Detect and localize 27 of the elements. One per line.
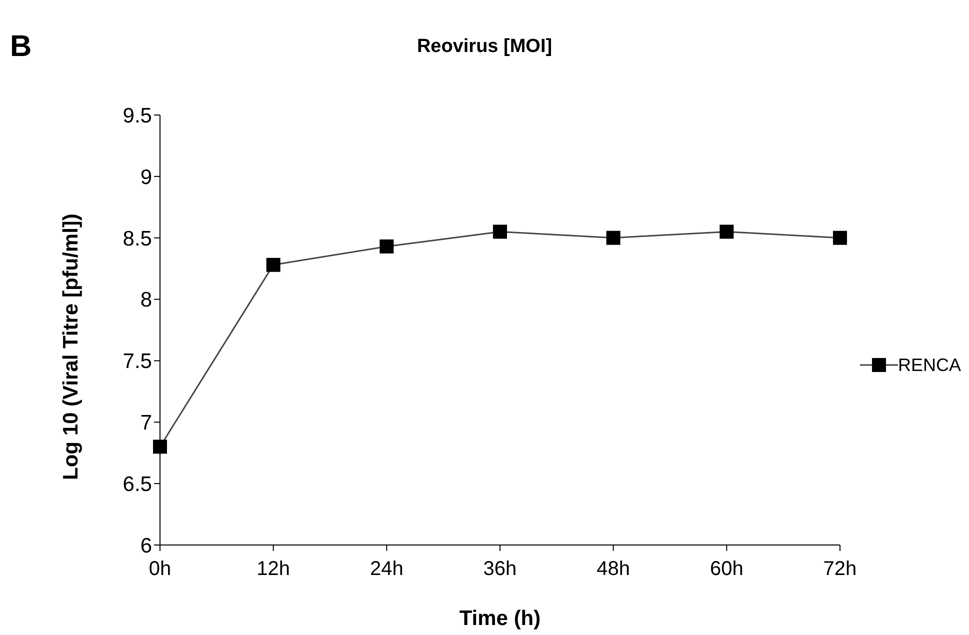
x-tick-label: 0h bbox=[148, 558, 172, 580]
y-tick-label: 8.5 bbox=[122, 227, 152, 250]
x-tick-label: 36h bbox=[483, 558, 517, 580]
point bbox=[492, 224, 507, 239]
point bbox=[153, 440, 167, 454]
y-tick-label: 7.5 bbox=[122, 350, 152, 374]
y-tick-label: 7 bbox=[140, 412, 152, 435]
point bbox=[832, 230, 847, 245]
point bbox=[720, 224, 734, 239]
point bbox=[606, 230, 620, 245]
x-tick-label: 24h bbox=[370, 558, 404, 580]
text: B bbox=[10, 30, 32, 64]
x-tick-label: 72h bbox=[823, 558, 857, 580]
x-axis-title: Time (h) bbox=[459, 607, 541, 630]
y-axis-title: Log 10 (Viral Titre [pfu/ml]) bbox=[59, 214, 82, 480]
x-tick-label: 48h bbox=[596, 558, 630, 580]
y-tick-label: 6 bbox=[140, 534, 152, 558]
y-tick-label: 9.5 bbox=[122, 104, 152, 128]
y-tick-label: 8 bbox=[140, 288, 152, 312]
chart-title: Reovirus [MOI] bbox=[416, 36, 552, 57]
point bbox=[380, 239, 394, 254]
point bbox=[266, 258, 280, 272]
y-tick-label: 9 bbox=[140, 166, 152, 189]
x-tick-label: 60h bbox=[710, 558, 744, 580]
x-tick-label: 12h bbox=[256, 558, 290, 580]
legend-label: RENCA bbox=[898, 354, 961, 376]
y-tick-label: 6.5 bbox=[122, 473, 152, 496]
